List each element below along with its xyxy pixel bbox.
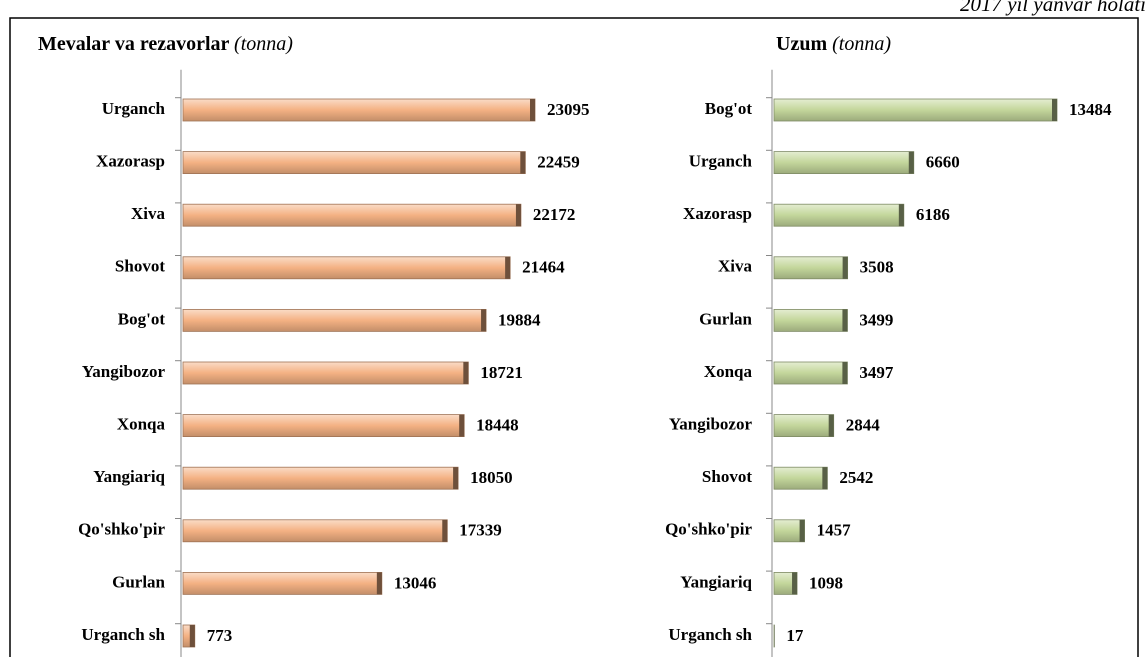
category-label: Xiva: [131, 204, 166, 223]
bar-end: [822, 467, 827, 489]
value-label: 6186: [916, 205, 950, 224]
bar-end: [899, 204, 904, 226]
bar: [774, 204, 904, 226]
bar: [183, 467, 458, 489]
bar: [183, 257, 510, 279]
value-label: 17339: [459, 521, 502, 540]
bar-end: [842, 309, 847, 331]
bar: [774, 467, 827, 489]
value-label: 3497: [859, 363, 894, 382]
value-label: 23095: [547, 100, 590, 119]
bar-end: [1052, 99, 1057, 121]
category-label: Shovot: [115, 257, 165, 276]
bar-end: [453, 467, 458, 489]
category-label: Xiva: [718, 257, 753, 276]
bar-end: [842, 362, 847, 384]
chart-title: Mevalar va rezavorlar (tonna): [38, 33, 293, 55]
value-label: 13484: [1069, 100, 1112, 119]
category-label: Qo'shko'pir: [665, 520, 752, 539]
category-label: Xazorasp: [96, 152, 165, 171]
category-label: Qo'shko'pir: [78, 520, 165, 539]
category-label: Yangiariq: [93, 467, 165, 486]
bar: [774, 152, 914, 174]
bar: [183, 362, 468, 384]
chart-unit: (tonna): [234, 33, 293, 55]
bar: [774, 257, 848, 279]
value-label: 19884: [498, 310, 541, 329]
category-label: Yangibozor: [82, 362, 166, 381]
category-label: Bog'ot: [118, 309, 166, 328]
category-label: Gurlan: [699, 309, 752, 328]
value-label: 3508: [860, 258, 894, 277]
value-label: 18050: [470, 468, 513, 487]
bar-end: [463, 362, 468, 384]
bar-end: [190, 625, 195, 647]
category-label: Urganch: [102, 99, 166, 118]
bar-end: [481, 309, 486, 331]
value-label: 18448: [476, 416, 518, 435]
bar-end: [530, 99, 535, 121]
category-label: Bog'ot: [705, 99, 753, 118]
bar-end: [843, 257, 848, 279]
bar-end: [459, 415, 464, 437]
bar-end: [792, 572, 797, 594]
bar-end: [516, 204, 521, 226]
value-label: 17: [786, 626, 804, 645]
category-label: Shovot: [702, 467, 752, 486]
chart-title: Uzum (tonna): [776, 33, 891, 55]
bar-end: [909, 152, 914, 174]
note: 2017 yil yanvar holati: [960, 0, 1146, 16]
bar-end: [442, 520, 447, 542]
bar: [774, 362, 847, 384]
value-label: 1098: [809, 573, 843, 592]
category-label: Gurlan: [112, 572, 165, 591]
bar: [183, 415, 464, 437]
bar-end: [377, 572, 382, 594]
category-label: Xazorasp: [683, 204, 752, 223]
bar: [774, 415, 834, 437]
category-label: Yangibozor: [669, 415, 753, 434]
category-label: Urganch sh: [81, 625, 165, 644]
bar: [183, 309, 486, 331]
bar: [183, 152, 525, 174]
bar: [183, 520, 447, 542]
bar: [774, 309, 847, 331]
value-label: 18721: [480, 363, 522, 382]
value-label: 6660: [926, 153, 960, 172]
bar: [183, 99, 535, 121]
bar: [183, 572, 382, 594]
value-label: 773: [207, 626, 233, 645]
category-label: Urganch: [689, 152, 753, 171]
category-label: Xonqa: [704, 362, 753, 381]
bar-end: [829, 415, 834, 437]
category-label: Yangiariq: [680, 572, 752, 591]
bar: [774, 99, 1057, 121]
chart-title-text: Mevalar va rezavorlar: [38, 33, 230, 55]
category-label: Xonqa: [117, 415, 166, 434]
chart-unit: (tonna): [832, 33, 891, 55]
bar-end: [505, 257, 510, 279]
value-label: 22459: [537, 153, 580, 172]
chart-title-text: Uzum: [776, 33, 827, 55]
value-label: 3499: [859, 310, 893, 329]
value-label: 13046: [394, 573, 437, 592]
value-label: 2844: [846, 416, 881, 435]
value-label: 22172: [533, 205, 576, 224]
value-label: 1457: [817, 521, 852, 540]
bar: [183, 204, 521, 226]
value-label: 21464: [522, 258, 565, 277]
bar-end: [520, 152, 525, 174]
category-label: Urganch sh: [668, 625, 752, 644]
value-label: 2542: [839, 468, 873, 487]
bar-end: [800, 520, 805, 542]
